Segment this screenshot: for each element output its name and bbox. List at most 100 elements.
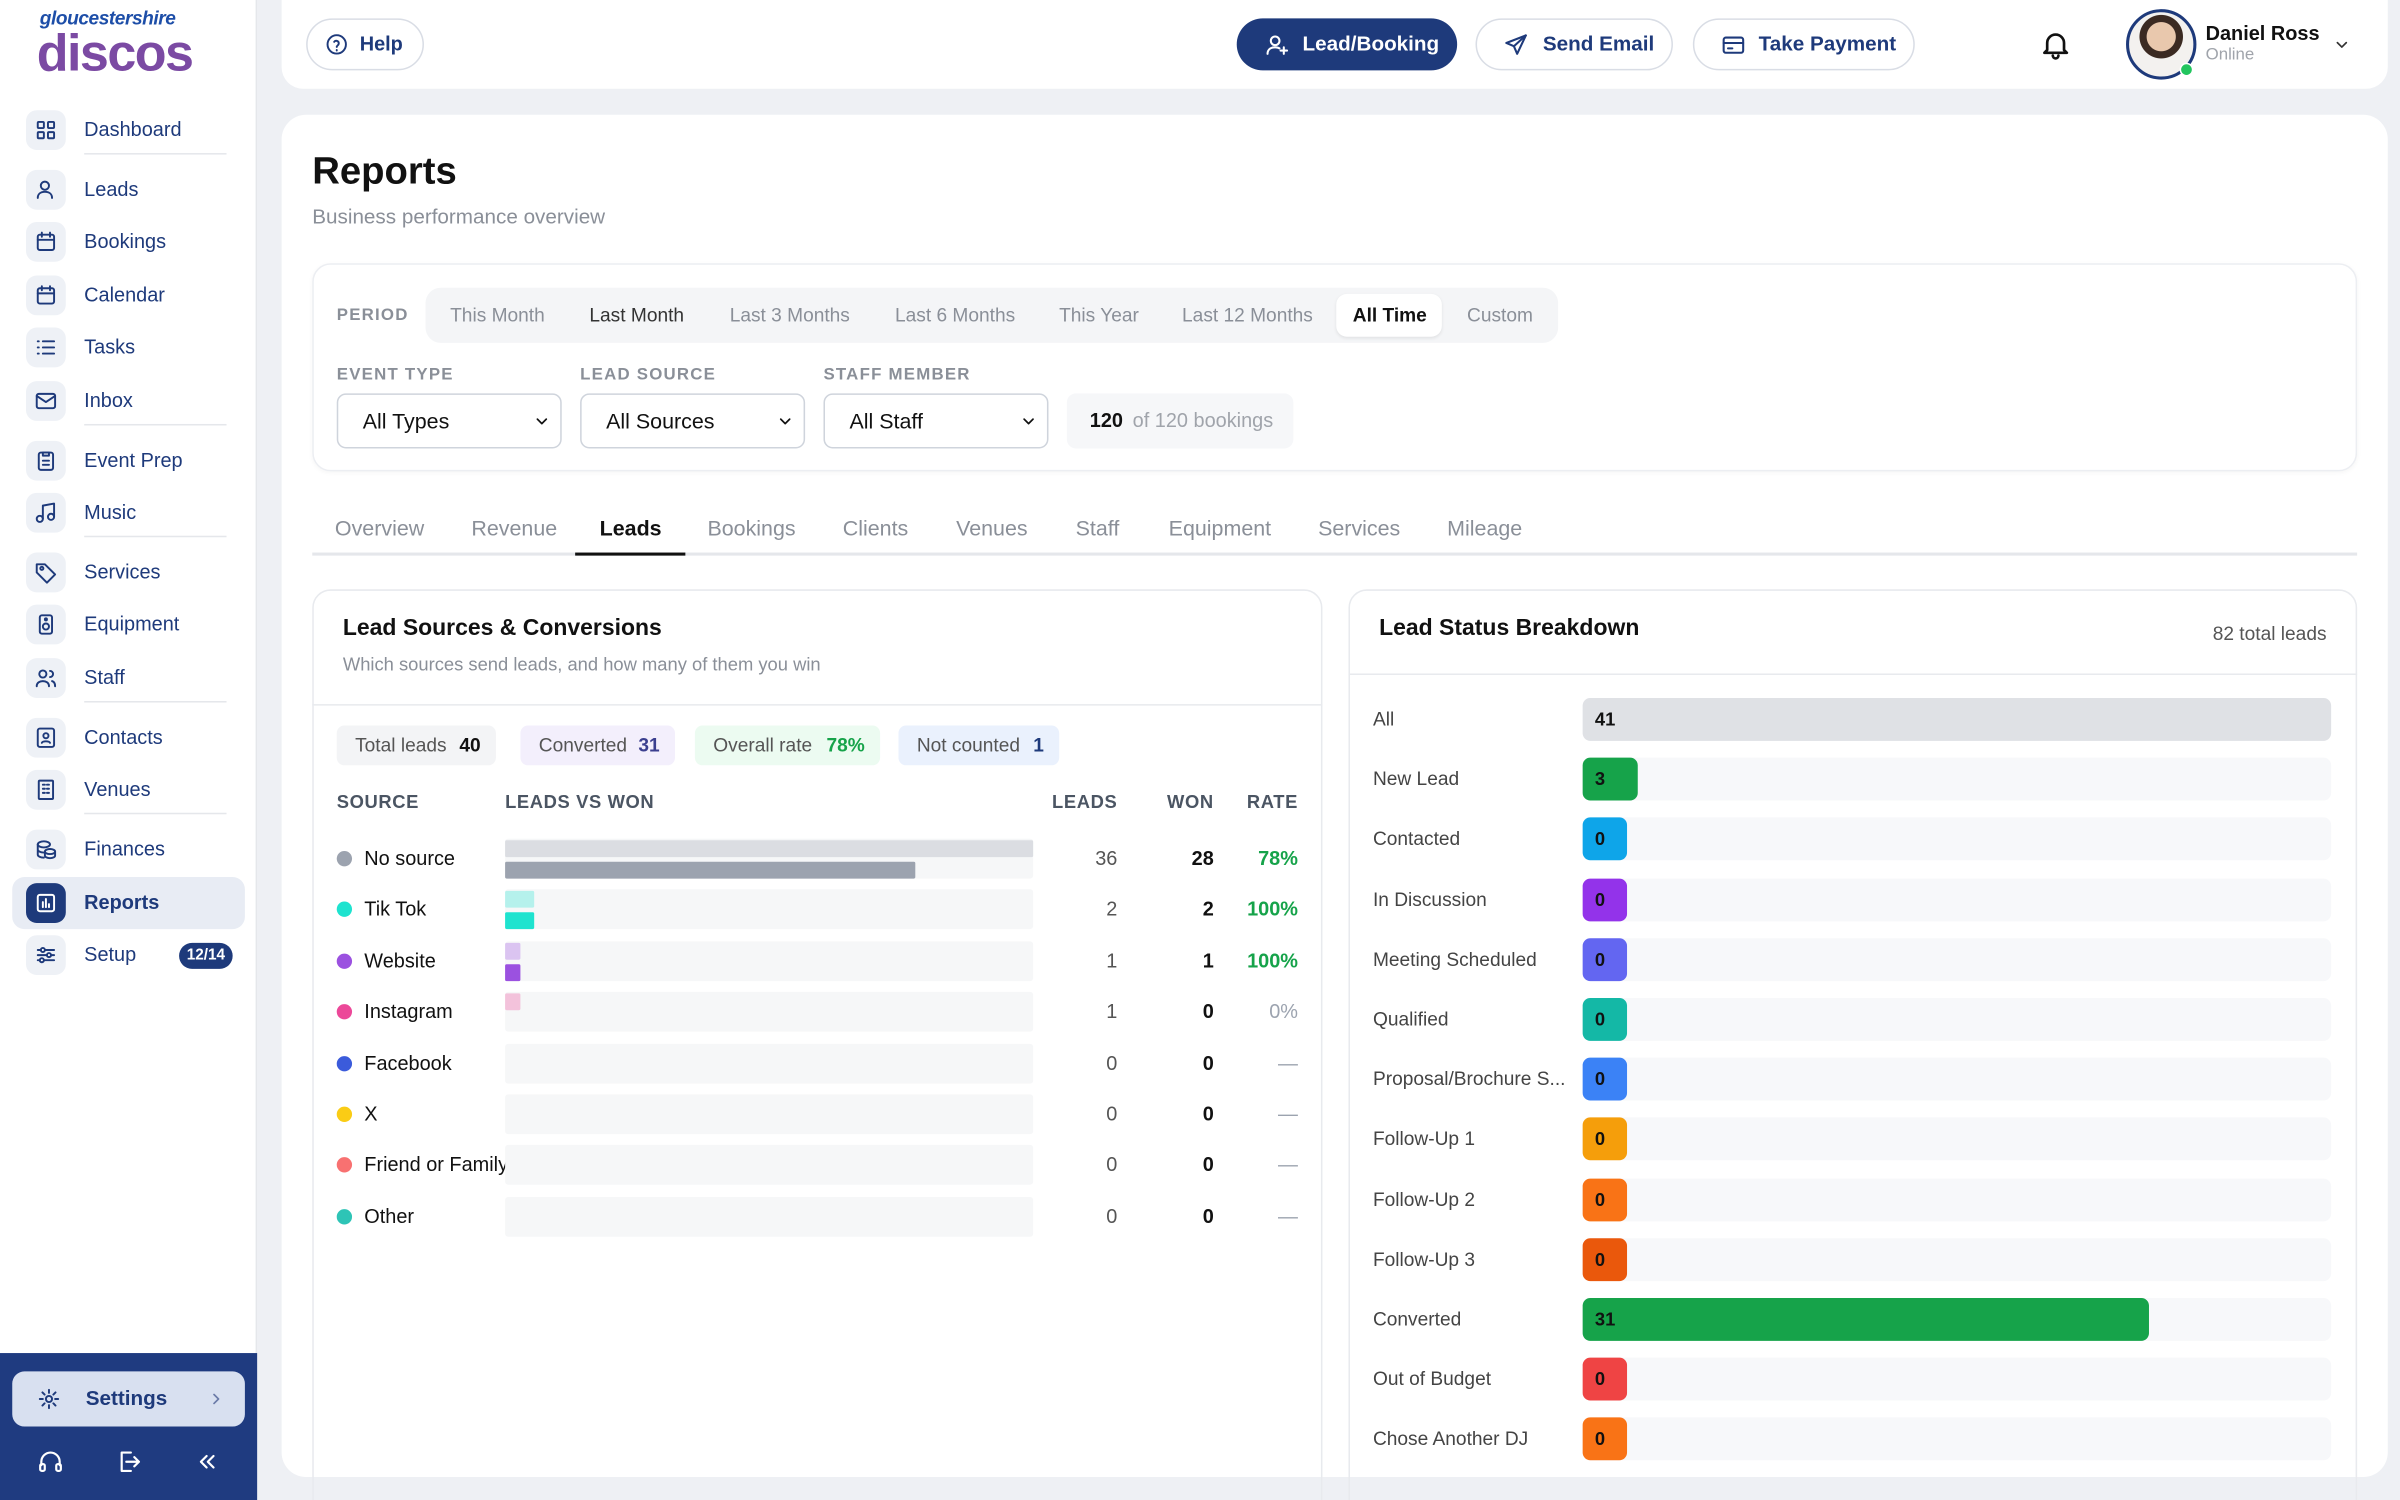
nav-icon[interactable] (34, 448, 58, 472)
nav-icon[interactable] (34, 666, 58, 690)
action-label[interactable]: Take Payment (1758, 32, 1897, 56)
nav-icon[interactable] (34, 335, 58, 359)
nav-item[interactable]: Bookings (84, 230, 167, 254)
nav-item[interactable]: Finances (84, 837, 165, 861)
nav-item[interactable]: Venues (84, 777, 151, 801)
nav-icon[interactable] (34, 613, 58, 637)
leads-count: 1 (1106, 999, 1118, 1023)
nav-item[interactable]: Staff (84, 665, 125, 689)
nav-icon[interactable] (34, 943, 58, 967)
user-menu[interactable] (2331, 34, 2352, 55)
nav-icon-bg (26, 492, 66, 533)
nav-icon[interactable] (34, 118, 58, 142)
nav-item[interactable]: Inbox (84, 388, 133, 412)
action-label[interactable]: Send Email (1542, 32, 1655, 56)
tab[interactable]: Leads (575, 501, 687, 556)
action-button[interactable] (1475, 18, 1673, 71)
status-bar (1582, 1357, 1628, 1401)
nav-item[interactable]: Services (84, 560, 161, 584)
leads-count: 0 (1106, 1153, 1118, 1177)
nav-item[interactable]: Dashboard (84, 117, 182, 141)
support-icon[interactable] (37, 1448, 65, 1476)
total-leads: 82 total leads (2212, 622, 2327, 645)
help-button[interactable] (306, 18, 424, 71)
tab[interactable]: Mileage (1447, 515, 1523, 541)
period-option[interactable]: Last 6 Months (895, 304, 1016, 327)
nav-icon[interactable] (34, 725, 58, 749)
status-count: 0 (1594, 828, 1606, 851)
won-count: 0 (1202, 1204, 1214, 1228)
nav-item[interactable]: Reports (84, 890, 160, 914)
summary-chip (898, 725, 1060, 766)
filter-label: LEAD SOURCE (580, 365, 717, 385)
select-chevron (536, 418, 548, 425)
period-option[interactable]: Last 3 Months (729, 304, 850, 327)
settings-button[interactable] (12, 1371, 245, 1427)
nav-item[interactable]: Event Prep (84, 447, 183, 471)
filter-label: STAFF MEMBER (823, 365, 971, 385)
period-option[interactable]: Custom (1467, 304, 1533, 327)
tab[interactable]: Equipment (1168, 515, 1272, 541)
nav-icon[interactable] (34, 283, 58, 307)
status-label: All (1372, 708, 1395, 731)
nav-icon[interactable] (34, 890, 58, 914)
notifications[interactable] (2039, 28, 2073, 62)
period-option[interactable]: Last Month (589, 304, 685, 327)
won-count: 0 (1202, 1102, 1214, 1125)
nav-item[interactable]: Equipment (84, 612, 180, 636)
source-name: Website (364, 948, 436, 972)
tab[interactable]: Services (1318, 515, 1401, 541)
tab[interactable]: Revenue (471, 515, 558, 541)
action-label[interactable]: Lead/Booking (1302, 32, 1440, 56)
filter-select[interactable] (823, 393, 1049, 449)
tab[interactable]: Clients (842, 515, 909, 541)
nav-item[interactable]: Calendar (84, 282, 165, 306)
collapse-icon[interactable] (193, 1448, 221, 1476)
nav-icon[interactable] (34, 838, 58, 862)
settings-label[interactable]: Settings (85, 1386, 168, 1410)
tab[interactable]: Bookings (707, 515, 796, 541)
logo-line1: gloucestershire (39, 7, 176, 30)
status-count: 0 (1594, 1068, 1606, 1091)
nav-icon[interactable] (34, 230, 58, 254)
status-bar (1582, 1117, 1628, 1161)
action-button[interactable] (1692, 18, 1915, 71)
tab[interactable]: Venues (956, 515, 1028, 541)
nav-icon[interactable] (34, 560, 58, 584)
logout-icon[interactable] (115, 1448, 143, 1476)
nav-item[interactable]: Setup (84, 942, 137, 966)
period-option[interactable]: This Year (1059, 304, 1139, 327)
tab[interactable]: Staff (1075, 515, 1120, 541)
help-label[interactable]: Help (359, 32, 403, 56)
nav-icon[interactable] (34, 501, 58, 525)
nav-item[interactable]: Leads (84, 177, 139, 201)
nav-icon[interactable] (34, 388, 58, 412)
status-label: Chose Another DJ (1372, 1428, 1529, 1451)
nav-item[interactable]: Tasks (84, 335, 136, 359)
status-label: Qualified (1372, 1008, 1449, 1031)
filter-select[interactable] (336, 393, 562, 449)
nav-item[interactable]: Music (84, 500, 137, 524)
nav-icon[interactable] (34, 178, 58, 202)
nav-icon[interactable] (34, 778, 58, 802)
source-dot (336, 1055, 353, 1071)
column-header: LEADS VS WON (505, 791, 655, 813)
summary-chip (336, 725, 496, 766)
chip-value: 31 (638, 734, 660, 757)
chip-value: 78% (826, 734, 865, 757)
period-option[interactable]: This Month (450, 304, 545, 327)
leads-count: 2 (1106, 897, 1118, 921)
tab[interactable]: Overview (334, 515, 425, 541)
status-bar (1582, 1057, 1628, 1101)
status-count: 0 (1594, 1248, 1606, 1271)
period-option[interactable]: All Time (1352, 304, 1427, 327)
filter-select[interactable] (580, 393, 806, 449)
bar-track (505, 1145, 1034, 1186)
leads-count: 36 (1095, 846, 1118, 870)
status-label: Follow-Up 2 (1372, 1188, 1476, 1211)
nav-item[interactable]: Contacts (84, 725, 163, 749)
period-option[interactable]: Last 12 Months (1182, 304, 1313, 327)
status-bar (1582, 757, 1638, 801)
